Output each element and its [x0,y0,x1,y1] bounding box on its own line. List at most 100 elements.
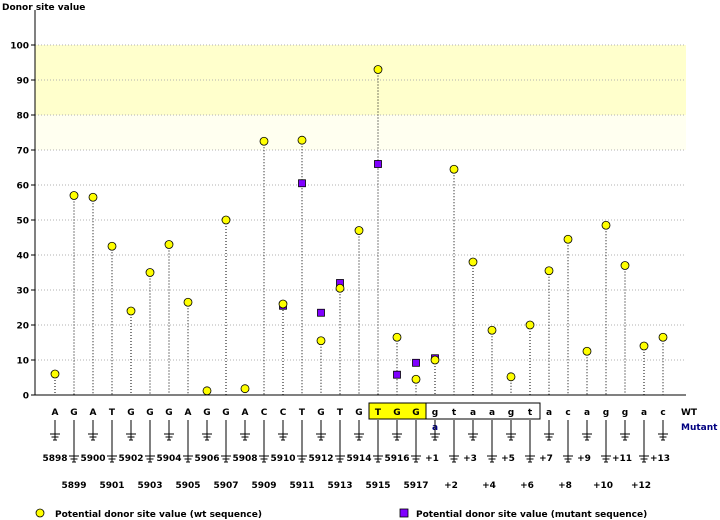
y-tick-label: 20 [16,322,29,332]
legend-mutant-marker [399,508,409,518]
base-label: T [337,408,344,418]
base-label: g [508,408,514,418]
y-tick-label: 70 [16,147,29,157]
base-label: A [52,408,59,418]
base-label: T [375,408,382,418]
intron-box [425,402,541,420]
wt-point [582,346,592,356]
position-label: +2 [444,481,458,491]
y-tick-label: 60 [16,182,29,192]
base-label: G [393,408,400,418]
base-label: A [90,408,97,418]
wt-point [544,266,554,276]
wt-point [202,386,212,396]
base-label: G [355,408,362,418]
y-tick-label: 10 [16,357,29,367]
wt-point [392,332,402,342]
wt-point [658,332,668,342]
wt-point [316,336,326,346]
y-tick-label: 30 [16,287,29,297]
wt-point [69,191,79,200]
position-label: 5901 [99,481,124,491]
position-label: +11 [612,454,632,464]
y-tick-label: 90 [16,77,29,87]
position-label: 5916 [384,454,409,464]
wt-point [620,261,630,270]
base-label: G [317,408,324,418]
position-label: +12 [631,481,651,491]
position-label: 5913 [327,481,352,491]
position-label: +3 [463,454,477,464]
base-label: a [546,408,552,418]
wt-point [639,341,649,351]
base-label: t [452,408,457,418]
legend-mutant-label: Potential donor site value (mutant seque… [416,510,647,520]
y-tick-label: 50 [16,217,29,227]
position-label: 5906 [194,454,219,464]
base-label: a [489,408,495,418]
wt-point [259,136,269,146]
wt-point [107,241,117,251]
y-tick-label: 100 [10,42,29,52]
base-label: g [603,408,609,418]
base-label: g [622,408,628,418]
position-label: 5914 [346,454,371,464]
position-label: 5898 [42,454,67,464]
wt-point [354,226,364,235]
wt-point [449,164,459,174]
position-label: 5907 [213,481,238,491]
position-label: 5917 [403,481,428,491]
base-label: A [185,408,192,418]
wt-point [164,240,174,249]
wt-row-label: WT [681,408,698,418]
wt-point [430,355,440,365]
wt-point [487,325,497,335]
mutant-point [393,370,401,379]
position-label: +7 [539,454,553,464]
base-label: G [203,408,210,418]
position-label: +13 [650,454,670,464]
wt-point [126,306,136,316]
faint-range-band [35,115,686,150]
position-label: 5900 [80,454,105,464]
base-label: G [70,408,77,418]
wt-point [240,384,250,394]
y-tick-label: 0 [23,392,29,402]
wt-point [221,215,231,225]
base-label: G [146,408,153,418]
wt-point [50,369,60,379]
y-tick-label: 40 [16,252,29,262]
position-label: 5909 [251,481,276,491]
base-label: a [641,408,647,418]
wt-point [183,297,193,307]
wt-point [145,268,155,277]
position-label: 5910 [270,454,295,464]
wt-point [373,65,383,74]
position-label: 5904 [156,454,181,464]
mutant-point [317,308,325,317]
position-label: 5905 [175,481,200,491]
wt-point [411,374,421,384]
position-label: 5902 [118,454,143,464]
position-label: 5903 [137,481,162,491]
base-label: A [242,408,249,418]
base-label: t [528,408,533,418]
base-label: c [565,408,570,418]
wt-point [468,257,478,267]
position-label: +6 [520,481,534,491]
wt-point [88,192,98,202]
position-label: +5 [501,454,515,464]
optimal-range-band [35,45,686,115]
position-label: +8 [558,481,572,491]
position-label: 5912 [308,454,333,464]
wt-point [563,234,573,244]
position-label: +10 [593,481,613,491]
position-label: +1 [425,454,439,464]
base-label: a [584,408,590,418]
base-label: C [261,408,268,418]
wt-point [297,135,307,145]
mutant-point [374,160,382,168]
legend-wt-label: Potential donor site value (wt sequence) [55,510,262,520]
base-label: G [222,408,229,418]
base-label: G [165,408,172,418]
